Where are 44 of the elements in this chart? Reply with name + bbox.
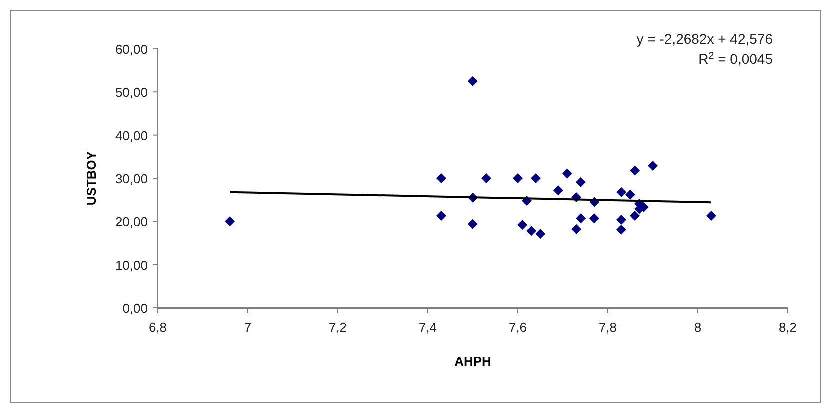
point: [518, 220, 528, 230]
x-axis-title: AHPH: [454, 354, 492, 369]
x-tick-label: 8,2: [778, 320, 798, 335]
y-tick-label: 60,00: [115, 42, 148, 57]
y-tick-label: 10,00: [115, 258, 148, 273]
point: [630, 166, 640, 176]
point: [436, 211, 446, 222]
x-tick-label: 8: [694, 320, 702, 335]
point: [468, 219, 478, 230]
y-axis-title: USTBOY: [84, 151, 99, 206]
annotation: R$^{2}$ = 0,0045: [698, 50, 774, 67]
point: [590, 214, 600, 224]
y-tick-label: 20,00: [115, 214, 148, 230]
x-tick-label: 7,2: [328, 320, 348, 335]
point: [536, 229, 546, 240]
point: [616, 224, 626, 235]
point: [482, 174, 492, 184]
point: [554, 186, 564, 196]
x-tick-label: 7,4: [418, 320, 438, 335]
y-tick-label: 0,00: [122, 301, 148, 316]
point: [616, 187, 626, 198]
point: [468, 76, 478, 86]
point: [562, 168, 572, 179]
y-tick-label: 50,00: [115, 85, 148, 100]
point: [648, 160, 658, 171]
point: [630, 211, 640, 222]
y-tick-label: 30,00: [115, 172, 148, 186]
x-tick-label: 7,8: [598, 320, 618, 335]
point: [616, 214, 626, 225]
point: [706, 211, 716, 222]
x-tick-label: 6,8: [148, 320, 168, 335]
x-tick-label: 7: [244, 320, 252, 335]
point: [626, 190, 636, 200]
point: [576, 177, 586, 188]
y-tick-label: 40,00: [115, 128, 148, 144]
point: [531, 174, 541, 184]
point: [225, 216, 235, 227]
point: [436, 174, 446, 184]
point: [526, 226, 536, 236]
point: [572, 224, 582, 234]
point: [576, 214, 586, 224]
text: y = -2,2682x + 42,576: [636, 31, 774, 47]
x-tick-label: 7,6: [508, 320, 528, 335]
point: [513, 174, 523, 184]
